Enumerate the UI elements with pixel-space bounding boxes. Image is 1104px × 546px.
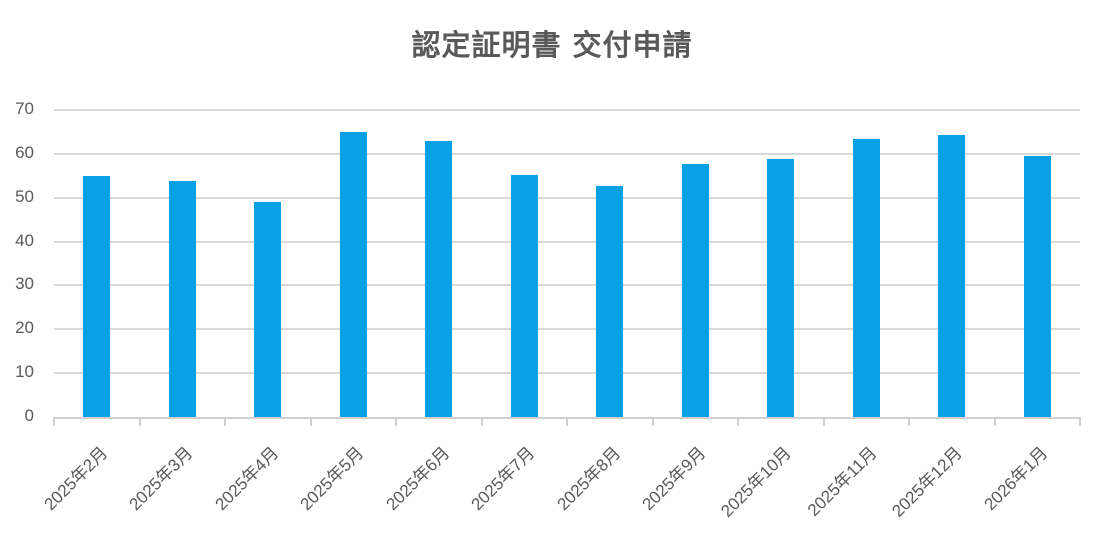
gridline: [54, 372, 1080, 375]
bar[interactable]: [83, 175, 111, 417]
y-tick-label: 70: [15, 99, 34, 118]
x-axis-tick: [737, 417, 739, 426]
x-tick-label: 2026年1月: [980, 443, 1052, 515]
x-axis-tick: [480, 417, 483, 426]
x-axis-tick: [822, 417, 825, 426]
bar[interactable]: [1023, 156, 1051, 417]
x-axis-tick: [395, 417, 397, 426]
x-axis-tick: [566, 417, 568, 426]
x-tick-label: 2025年8月: [553, 443, 625, 515]
bar[interactable]: [339, 131, 367, 417]
gridline: [54, 240, 1080, 243]
y-tick-label: 40: [15, 230, 34, 250]
bar[interactable]: [596, 185, 624, 417]
bar[interactable]: [681, 163, 709, 417]
bar[interactable]: [425, 140, 453, 417]
x-tick-label: 2025年11月: [804, 443, 881, 520]
y-tick-label: 60: [15, 142, 34, 162]
gridline: [54, 328, 1080, 331]
x-tick-label: 2025年9月: [638, 443, 710, 515]
x-tick-label: 2025年5月: [296, 443, 368, 515]
x-axis-tick: [908, 417, 910, 426]
bar[interactable]: [767, 159, 795, 417]
x-axis-tick: [651, 417, 654, 426]
x-axis-tick: [993, 417, 996, 426]
gridline: [54, 152, 1080, 155]
x-axis-tick: [224, 417, 226, 426]
bar[interactable]: [510, 174, 538, 417]
y-tick-label: 20: [15, 318, 34, 338]
bar[interactable]: [852, 138, 880, 417]
bar[interactable]: [938, 135, 966, 417]
x-tick-label: 2025年2月: [40, 443, 112, 515]
x-axis-tick: [138, 417, 141, 426]
x-tick-label: 2025年3月: [125, 443, 197, 515]
y-tick-label: 50: [15, 186, 34, 206]
y-tick-label: 30: [15, 274, 34, 294]
x-axis-tick: [309, 417, 312, 426]
bar[interactable]: [168, 181, 196, 417]
gridline: [54, 284, 1080, 287]
x-axis-tick: [1079, 417, 1081, 426]
x-tick-label: 2025年7月: [467, 443, 539, 515]
chart-title: 認定証明書 交付申請: [411, 28, 693, 62]
x-tick-label: 2025年10月: [717, 443, 795, 521]
gridline: [54, 109, 1080, 111]
bar[interactable]: [254, 202, 282, 417]
gridline: [54, 196, 1080, 199]
x-tick-label: 2025年6月: [382, 443, 454, 515]
y-tick-label: 0: [24, 406, 34, 425]
x-tick-label: 2025年12月: [888, 443, 966, 521]
y-tick-label: 10: [15, 362, 34, 382]
x-axis-tick: [53, 417, 55, 426]
x-tick-label: 2025年4月: [211, 443, 283, 515]
